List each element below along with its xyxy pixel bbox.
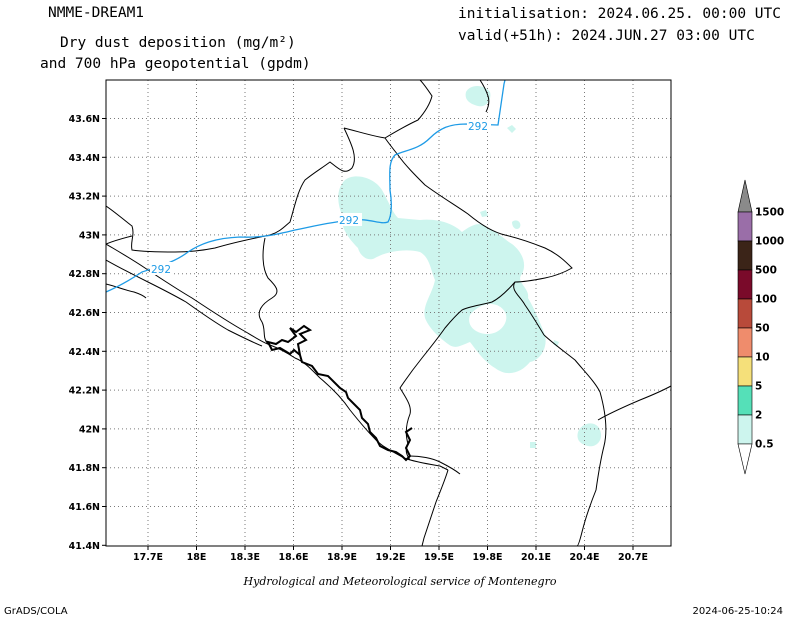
coast-south-2 (409, 455, 461, 475)
border-bih-mne (106, 127, 355, 253)
lon-tick-label: 19.2E (376, 552, 406, 563)
lon-tick-label: 18E (187, 552, 207, 563)
dust-area-dot-2 (512, 220, 521, 230)
valid-time: valid(+51h): 2024.JUN.27 03:00 UTC (458, 28, 755, 44)
colorbar-legend: 1500 1000 500 100 50 10 5 2 0.5 (737, 179, 784, 475)
timestamp-label: 2024-06-25-10:24 (692, 606, 783, 617)
legend-level-label: 5 (755, 381, 762, 393)
lon-tick-label: 19.8E (473, 552, 503, 563)
map-grid (106, 80, 671, 546)
title-line-2: and 700 hPa geopotential (gpdm) (40, 56, 311, 72)
legend-level-label: 1500 (755, 207, 784, 219)
legend-level-label: 2 (755, 410, 762, 422)
init-time: initialisation: 2024.06.25. 00:00 UTC (458, 6, 782, 22)
longitude-labels: 17.7E 18E 18.3E 18.6E 18.9E 19.2E 19.5E 19.8E 20… (133, 546, 648, 563)
lon-tick-label: 18.9E (327, 552, 357, 563)
legend-level-label: 500 (755, 265, 777, 277)
legend-level-label: 50 (755, 323, 770, 335)
legend-color-box (737, 385, 753, 416)
legend-color-box (737, 211, 753, 242)
dust-area-dot-3 (530, 442, 536, 448)
legend-color-box (737, 298, 753, 329)
lat-tick-label: 42N (79, 424, 100, 435)
lon-tick-label: 20.1E (521, 552, 551, 563)
legend-cap-top (737, 179, 753, 213)
dust-area-hole (469, 304, 507, 334)
lat-tick-label: 41.4N (69, 541, 100, 552)
lon-tick-label: 18.6E (279, 552, 309, 563)
latitude-labels: 43.6N 43.4N 43.2N 43N 42.8N 42.6N 42.4N 42.2N 42… (69, 114, 106, 552)
legend-color-box (737, 269, 753, 300)
lon-tick-label: 18.3E (230, 552, 260, 563)
dust-area-main (338, 176, 546, 374)
contour-label-1: 292 (339, 215, 359, 227)
border-alb-mkd (543, 334, 607, 546)
lat-tick-label: 43.6N (69, 114, 100, 125)
contour-label-2: 292 (151, 264, 171, 276)
lat-tick-label: 42.2N (69, 386, 100, 397)
title-line-1: Dry dust deposition (mg/m²) (60, 35, 296, 51)
credit-text: Hydrological and Meteorological service … (243, 575, 557, 588)
border-sw (106, 259, 263, 347)
lon-tick-label: 17.7E (133, 552, 163, 563)
legend-level-label: 10 (755, 352, 770, 364)
lon-tick-label: 20.7E (618, 552, 648, 563)
border-italy-peninsula (106, 283, 147, 299)
contour-labels: 292 292 292 (150, 119, 491, 276)
dust-deposition-areas (338, 86, 602, 448)
lon-tick-label: 20.4E (570, 552, 600, 563)
border-mne-kos (384, 137, 573, 336)
border-inland-serbia (479, 80, 490, 113)
lat-tick-label: 41.6N (69, 502, 100, 513)
border-west (258, 237, 278, 345)
map-borders (106, 80, 671, 546)
lat-tick-label: 43.4N (69, 153, 100, 164)
legend-color-box (737, 356, 753, 387)
legend-cap-bottom (737, 443, 753, 475)
border-mkd-grc (597, 385, 671, 421)
legend-color-box (737, 327, 753, 358)
model-name: NMME-DREAM1 (48, 5, 145, 21)
lat-tick-label: 43N (79, 230, 100, 241)
coastline (106, 243, 449, 471)
legend-level-label: 0.5 (755, 439, 774, 451)
legend-color-box (737, 240, 753, 271)
contour-label-3: 292 (468, 121, 488, 133)
border-west-italy (106, 235, 133, 245)
lat-tick-label: 42.6N (69, 308, 100, 319)
legend-color-box (737, 414, 753, 445)
lon-tick-label: 19.5E (424, 552, 454, 563)
dust-area-east (577, 423, 602, 447)
border-alb (399, 281, 516, 461)
lat-tick-label: 41.8N (69, 463, 100, 474)
software-label: GrADS/COLA (4, 606, 68, 617)
dust-area-dot-1 (507, 125, 516, 133)
dust-area-north (465, 86, 491, 107)
lat-tick-label: 43.2N (69, 192, 100, 203)
dust-area-dot-4 (553, 340, 559, 347)
coast-south (421, 469, 449, 546)
lat-tick-label: 42.4N (69, 347, 100, 358)
border-mne-srb (343, 80, 433, 139)
lat-tick-label: 42.8N (69, 269, 100, 280)
legend-level-label: 100 (755, 294, 777, 306)
dust-area-dot-5 (480, 210, 488, 217)
contour-line (106, 80, 506, 293)
legend-level-label: 1000 (755, 236, 784, 248)
geopotential-contour-292 (106, 80, 506, 293)
